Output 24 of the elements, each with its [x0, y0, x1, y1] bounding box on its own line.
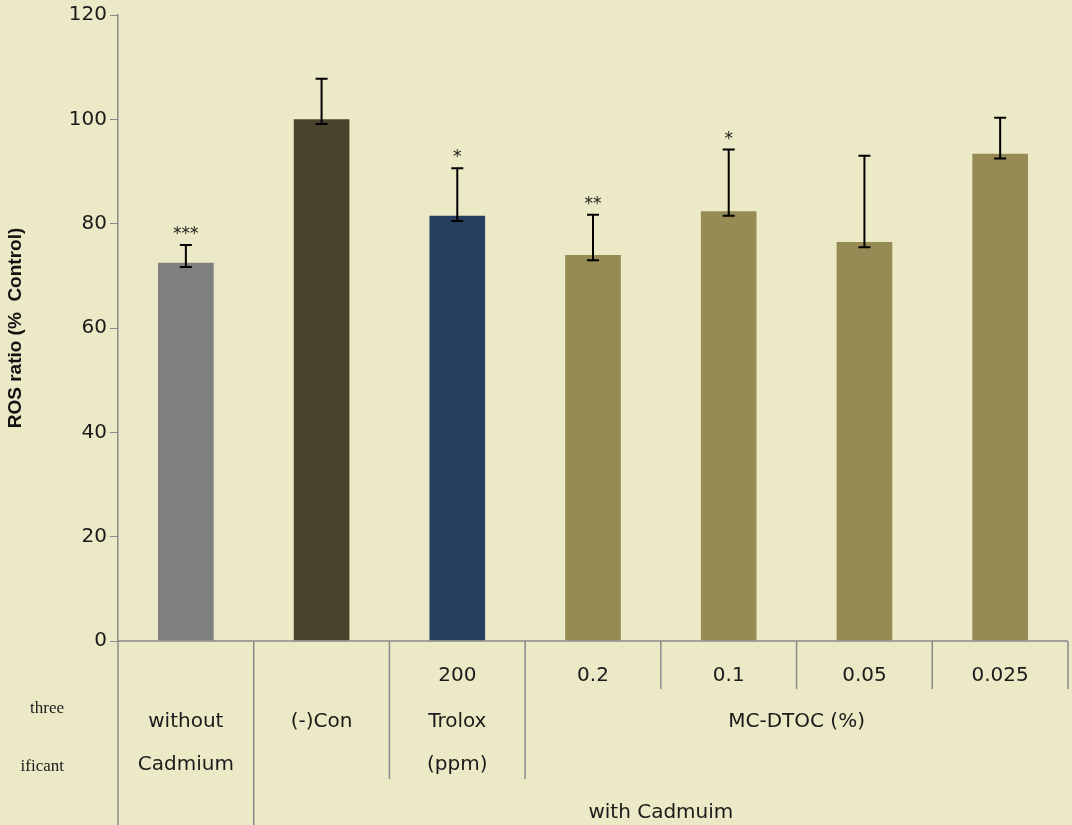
- y-axis-title: ROS ratio (% Control): [3, 227, 25, 429]
- text: three: [30, 698, 64, 718]
- y-tick-label: 40: [81, 418, 107, 443]
- text: with Cadmuim: [588, 799, 734, 824]
- x-tick-label: 0.2: [577, 662, 609, 687]
- text: without Cadmium: [137, 708, 234, 776]
- y-tick-label: 120: [68, 1, 107, 26]
- y-tick-label: 100: [68, 105, 107, 130]
- annotation: ***: [173, 223, 199, 244]
- x-tick-label: 0.025: [971, 662, 1029, 687]
- y-tick-label: 20: [81, 522, 107, 547]
- annotation: *: [453, 146, 462, 167]
- text: ificant: [20, 756, 65, 776]
- annotation: **: [584, 192, 602, 213]
- text: MC-DTOC (%): [728, 708, 865, 733]
- annotation: *: [724, 127, 733, 148]
- text: Trolox (ppm): [427, 708, 488, 776]
- x-tick-label: 0.1: [712, 662, 745, 687]
- y-tick-label: 80: [81, 209, 107, 234]
- y-tick-label: 60: [81, 314, 107, 339]
- x-tick-label: 0.05: [842, 662, 887, 687]
- text: (-)Con: [290, 708, 353, 733]
- y-tick-label: 0: [94, 627, 107, 652]
- x-tick-label: 200: [438, 662, 477, 687]
